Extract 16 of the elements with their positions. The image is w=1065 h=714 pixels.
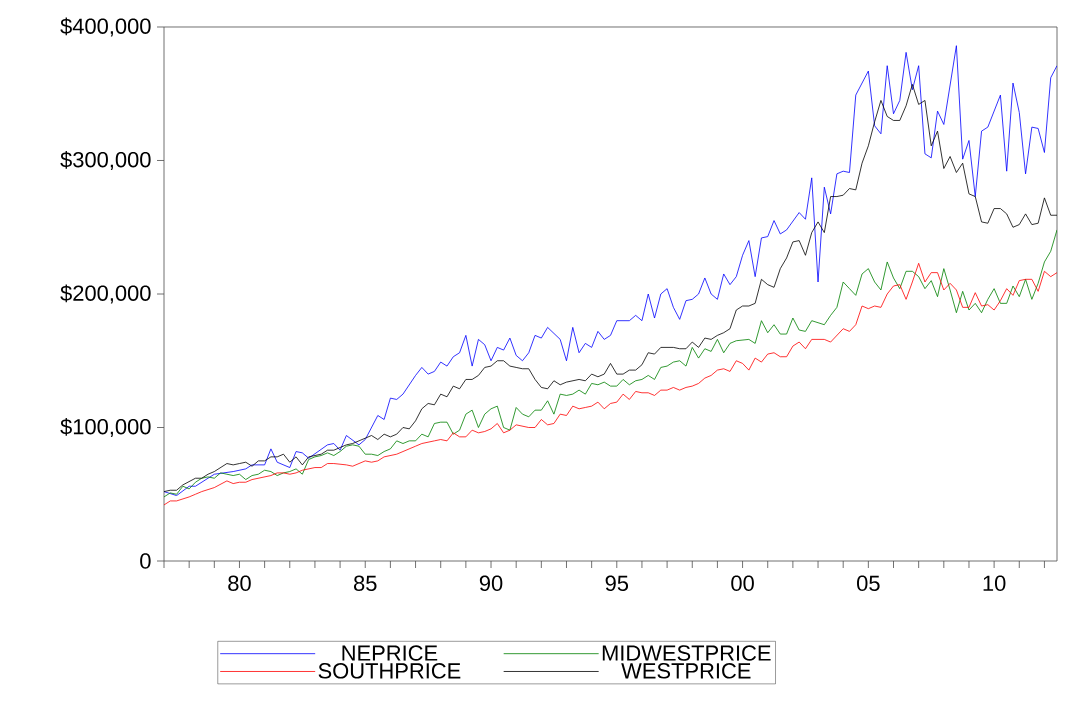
x-tick-label: 85 — [354, 575, 377, 592]
y-tick-label: $300,000 — [60, 150, 151, 170]
x-tick-label: 00 — [731, 575, 754, 592]
x-tick-label: 10 — [983, 575, 1006, 592]
y-tick-label: $200,000 — [60, 284, 151, 304]
legend-label: SOUTHPRICE — [318, 663, 461, 679]
y-tick-label: $400,000 — [60, 17, 151, 37]
legend-label: NEPRICE — [342, 645, 438, 661]
y-tick-label: $100,000 — [60, 417, 151, 438]
legend-label: WESTPRICE — [621, 663, 751, 679]
y-tick-label: 0 — [140, 553, 151, 569]
x-tick-label: 95 — [605, 575, 629, 592]
x-tick-label: 90 — [479, 575, 503, 592]
x-tick-label: 05 — [857, 575, 880, 592]
x-tick-label: 80 — [228, 575, 251, 592]
legend-label: MIDWESTPRICE — [602, 645, 771, 661]
